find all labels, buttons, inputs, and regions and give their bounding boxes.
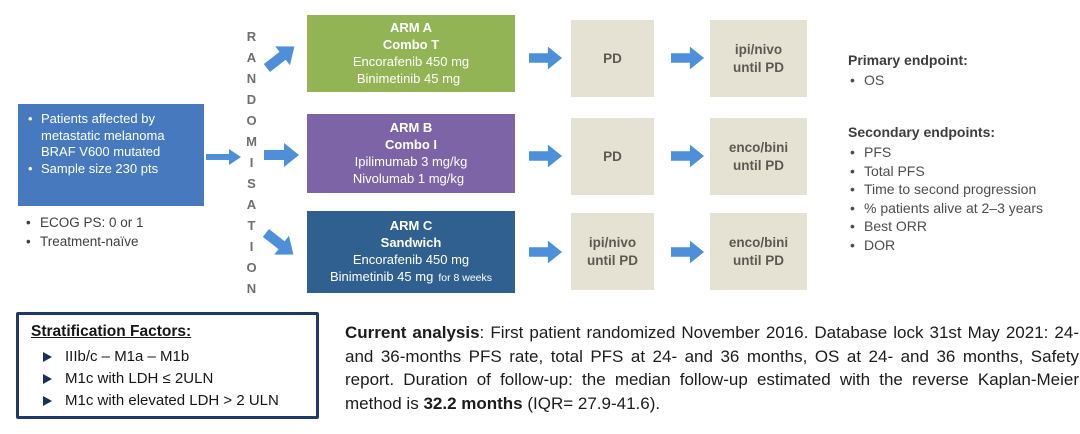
flow-box-ipi-nivo: ipi/nivo until PD (710, 20, 807, 97)
secondary-endpoints-section: Secondary endpoints: PFS Total PFS Time … (848, 124, 1073, 254)
flow-box-pd: PD (571, 118, 654, 195)
arm-c-box: ARM C Sandwich Encorafenib 450 mg Binime… (307, 211, 515, 293)
arrow-right-icon (264, 142, 300, 168)
flow-box-enco-bini: enco/bini until PD (710, 118, 807, 195)
flow-box-line: enco/bini (728, 139, 789, 155)
arm-drug-1: Encorafenib 450 mg (352, 252, 470, 267)
endpoint-item: DOR (848, 236, 1073, 255)
primary-endpoint-section: Primary endpoint: OS (848, 52, 1073, 90)
flow-box-line: PD (603, 50, 622, 66)
stratification-item: M1c with LDH ≤ 2ULN (31, 368, 306, 390)
current-analysis-text: Current analysis: First patient randomiz… (345, 321, 1079, 415)
arm-drug-2-text: Binimetinib 45 mg (329, 269, 434, 284)
arrow-down-right-icon (258, 223, 302, 266)
arrow-right-icon (671, 143, 705, 169)
note-item: ECOG PS: 0 or 1 (26, 213, 216, 232)
eligibility-item: Sample size 230 pts (28, 161, 198, 178)
secondary-endpoints-title: Secondary endpoints: (848, 124, 996, 140)
note-item: Treatment-naïve (26, 232, 216, 251)
arm-drug-1: Encorafenib 450 mg (352, 53, 470, 69)
flow-box-line: until PD (733, 59, 784, 75)
arrow-up-right-icon (259, 36, 303, 79)
arm-drug-2-suffix: for 8 weeks (438, 272, 493, 284)
arm-drug-2: Nivolumab 1 mg/kg (307, 170, 515, 189)
arm-combo: Combo I (385, 136, 437, 152)
arm-name: ARM B (389, 119, 433, 135)
analysis-label: Current analysis (345, 323, 480, 342)
stratification-item: M1c with elevated LDH > 2 ULN (31, 390, 306, 412)
patient-eligibility-box: Patients affected by metastatic melanoma… (18, 104, 204, 206)
arm-drug-2-text: Binimetinib 45 mg (356, 70, 461, 86)
flow-box-line: until PD (733, 252, 784, 268)
flow-box-pd: PD (571, 20, 654, 97)
flow-box-ipi-nivo: ipi/nivo until PD (571, 213, 654, 290)
arm-name: ARM A (389, 19, 433, 35)
arm-drug-2-text: Nivolumab 1 mg/kg (352, 170, 465, 186)
endpoint-item: OS (848, 71, 1073, 90)
stratification-factors-box: Stratification Factors: IIIb/c – M1a – M… (16, 312, 319, 419)
flow-box-line: until PD (587, 252, 638, 268)
arm-combo: Combo T (382, 36, 440, 52)
patient-notes: ECOG PS: 0 or 1 Treatment-naïve (26, 213, 216, 251)
arrow-right-icon (671, 239, 705, 265)
endpoint-item: PFS (848, 143, 1073, 162)
analysis-iqr: (IQR= 27.9-41.6). (522, 393, 661, 413)
arrow-right-icon (529, 45, 563, 71)
flow-box-line: ipi/nivo (734, 41, 783, 57)
flow-box-line: enco/bini (728, 234, 789, 250)
flow-box-line: PD (603, 148, 622, 164)
flow-box-line: until PD (733, 157, 784, 173)
arm-a-box: ARM A Combo T Encorafenib 450 mg Binimet… (307, 15, 515, 92)
arrow-right-icon (529, 239, 563, 265)
primary-endpoint-title: Primary endpoint: (848, 52, 968, 68)
flow-box-enco-bini: enco/bini until PD (710, 213, 807, 290)
arm-drug-2: Binimetinib 45 mg for 8 weeks (307, 268, 515, 287)
stratification-title: Stratification Factors: (31, 323, 192, 340)
arm-name: ARM C (389, 218, 433, 233)
flow-box-line: ipi/nivo (588, 234, 637, 250)
arm-b-box: ARM B Combo I Ipilimumab 3 mg/kg Nivolum… (307, 114, 515, 193)
endpoint-item: Best ORR (848, 217, 1073, 236)
stratification-item: IIIb/c – M1a – M1b (31, 346, 306, 368)
randomisation-label: RANDOMISATION (244, 29, 259, 302)
endpoint-item: Time to second progression (848, 180, 1073, 199)
endpoint-item: % patients alive at 2–3 years (848, 199, 1073, 218)
eligibility-item: Patients affected by metastatic melanoma… (28, 111, 198, 161)
arrow-right-icon (206, 146, 242, 168)
endpoint-item: Total PFS (848, 162, 1073, 181)
analysis-body: : First patient randomized November 2016… (345, 323, 1079, 413)
median-follow-up-value: 32.2 months (423, 393, 523, 413)
arrow-right-icon (529, 143, 563, 169)
arm-drug-1: Ipilimumab 3 mg/kg (354, 153, 468, 169)
arm-drug-2: Binimetinib 45 mg (307, 70, 515, 89)
arrow-right-icon (671, 45, 705, 71)
arm-combo: Sandwich (380, 235, 442, 250)
